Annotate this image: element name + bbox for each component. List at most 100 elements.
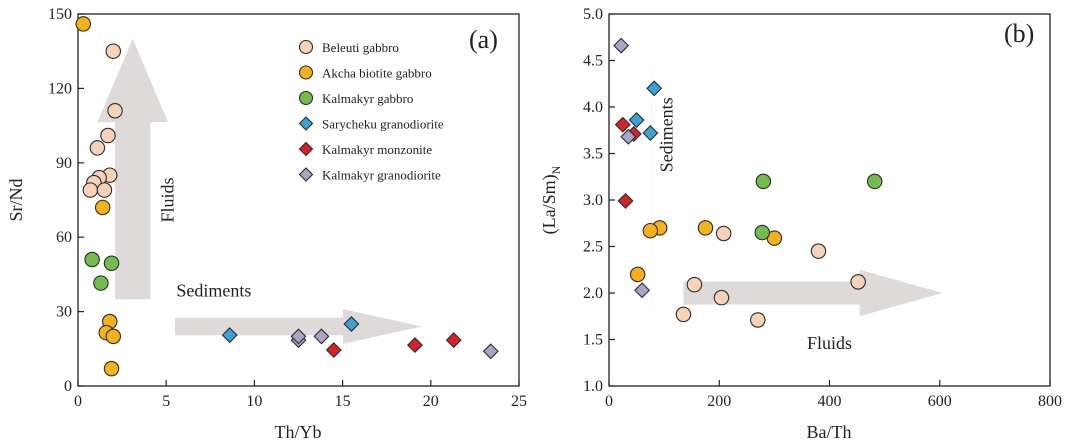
kalmakyr-granodiorite-point xyxy=(290,328,307,345)
panel-b-label: (b) xyxy=(1004,19,1034,48)
sarycheku-granodiorite-point xyxy=(642,125,659,142)
annotation-fluids: Fluids xyxy=(157,177,177,222)
panel-a-x-axis-label: Th/Yb xyxy=(275,422,322,442)
x-tick-label: 0 xyxy=(605,393,613,410)
kalmakyr-granodiorite-point xyxy=(634,282,651,299)
panel-a-arrows xyxy=(97,38,422,344)
beleuti-gabbro-point xyxy=(675,306,692,323)
legend-label-sarycheku-granodiorite: Sarycheku granodiorite xyxy=(322,117,444,132)
y-tick-label: 150 xyxy=(48,6,72,23)
trend-arrow xyxy=(683,269,943,317)
y-tick-label: 2.0 xyxy=(583,285,603,302)
kalmakyr-gabbro-point xyxy=(103,255,120,271)
x-tick-label: 10 xyxy=(246,393,262,410)
akcha-biotite-gabbro-point xyxy=(103,360,120,377)
kalmakyr-gabbro-point xyxy=(754,224,770,241)
panel-b-y-axis-label-main: (La/Sm) xyxy=(539,174,560,234)
legend-marker-akcha-biotite-gabbro xyxy=(298,65,314,80)
panel-b-y-axis-label-subscript: N xyxy=(549,165,563,174)
legend-label-kalmakyr-gabbro: Kalmakyr gabbro xyxy=(322,91,413,106)
panel-a-y-axis-label: Sr/Nd xyxy=(6,178,26,221)
sarycheku-granodiorite-point xyxy=(646,80,663,97)
akcha-biotite-gabbro-point xyxy=(105,328,122,345)
beleuti-gabbro-point xyxy=(810,243,827,259)
x-tick-label: 25 xyxy=(511,393,527,410)
beleuti-gabbro-point xyxy=(107,102,123,119)
y-tick-label: 5.0 xyxy=(583,6,603,23)
x-tick-label: 200 xyxy=(707,393,731,410)
akcha-biotite-gabbro-point xyxy=(94,199,111,216)
panel-b: 0 200 400 600 800 1.0 1.5 2.0 2.5 3.0 3.5 4.0 4.5 5.0… xyxy=(539,6,1062,442)
panel-b-frame xyxy=(608,13,1051,387)
legend-marker-kalmakyr-monzonite xyxy=(298,141,314,157)
panel-b-y-axis-label: (La/Sm)N xyxy=(539,165,563,234)
y-tick-label: 3.5 xyxy=(583,146,603,163)
beleuti-gabbro-point xyxy=(713,289,730,306)
akcha-biotite-gabbro-point xyxy=(75,16,92,32)
beleuti-gabbro-point xyxy=(715,225,732,242)
legend-marker-sarycheku-granodiorite xyxy=(298,116,314,131)
y-tick-label: 120 xyxy=(48,80,72,97)
x-tick-label: 400 xyxy=(818,393,842,410)
y-tick-label: 4.5 xyxy=(583,53,603,70)
kalmakyr-granodiorite-point xyxy=(482,343,499,360)
y-tick-label: 4.0 xyxy=(583,99,603,116)
annotation-fluids: Fluids xyxy=(807,333,852,353)
legend-label-kalmakyr-monzonite: Kalmakyr monzonite xyxy=(322,142,432,157)
panel-b-arrows xyxy=(651,51,943,317)
kalmakyr-monzonite-point xyxy=(445,332,462,349)
y-tick-label: 3.0 xyxy=(583,192,603,209)
kalmakyr-monzonite-point xyxy=(614,116,631,133)
y-tick-label: 1.0 xyxy=(583,378,603,395)
panel-b-x-axis-label: Ba/Th xyxy=(807,422,852,442)
beleuti-gabbro-point xyxy=(750,312,766,328)
kalmakyr-monzonite-point xyxy=(325,342,342,359)
x-tick-label: 600 xyxy=(928,393,952,410)
sarycheku-granodiorite-point xyxy=(221,327,238,344)
panel-a-annotations: Fluids Sediments xyxy=(157,177,251,300)
panel-a-ticks: 0 5 10 15 20 25 0 30 60 90 120 150 xyxy=(48,6,527,410)
legend-label-beleuti-gabbro: Beleuti gabbro xyxy=(322,40,399,55)
y-tick-label: 30 xyxy=(56,304,72,321)
kalmakyr-gabbro-point xyxy=(755,173,772,190)
x-tick-label: 20 xyxy=(423,393,439,410)
kalmakyr-gabbro-point xyxy=(93,275,109,291)
akcha-biotite-gabbro-point xyxy=(642,222,659,239)
legend-marker-kalmakyr-granodiorite xyxy=(298,167,314,182)
kalmakyr-monzonite-point xyxy=(617,192,634,209)
legend-marker-beleuti-gabbro xyxy=(298,39,314,55)
kalmakyr-granodiorite-point xyxy=(313,328,330,345)
panel-b-ticks: 0 200 400 600 800 1.0 1.5 2.0 2.5 3.0 3.5 4.0 4.5 5.0 xyxy=(583,6,1062,410)
sarycheku-granodiorite-point xyxy=(343,316,360,332)
beleuti-gabbro-point xyxy=(96,182,113,198)
x-tick-label: 0 xyxy=(74,393,82,410)
x-tick-label: 5 xyxy=(162,393,170,410)
legend: Beleuti gabbro Akcha biotite gabbro Kalmak… xyxy=(298,39,444,183)
annotation-sediments: Sediments xyxy=(656,97,676,172)
kalmakyr-monzonite-point xyxy=(406,337,423,354)
kalmakyr-granodiorite-point xyxy=(613,37,630,54)
kalmakyr-granodiorite-point xyxy=(620,128,637,145)
y-tick-label: 60 xyxy=(56,229,72,246)
panel-b-points xyxy=(613,37,883,328)
legend-marker-kalmakyr-gabbro xyxy=(298,90,314,106)
y-tick-label: 2.5 xyxy=(583,239,603,256)
beleuti-gabbro-point xyxy=(100,127,116,144)
akcha-biotite-gabbro-point xyxy=(697,220,714,236)
sarycheku-granodiorite-point xyxy=(628,112,645,128)
beleuti-gabbro-point xyxy=(82,182,99,198)
beleuti-gabbro-point xyxy=(105,43,122,59)
kalmakyr-gabbro-point xyxy=(866,173,883,190)
panel-a-frame xyxy=(77,13,520,387)
y-tick-label: 1.5 xyxy=(583,332,603,349)
panel-a-label: (a) xyxy=(469,25,498,54)
y-tick-label: 0 xyxy=(64,378,72,395)
beleuti-gabbro-point xyxy=(686,276,703,293)
legend-label-kalmakyr-granodiorite: Kalmakyr granodiorite xyxy=(322,168,441,183)
y-tick-label: 90 xyxy=(56,155,72,172)
akcha-biotite-gabbro-point xyxy=(629,266,646,283)
panel-a-points xyxy=(75,16,499,377)
legend-label-akcha-biotite-gabbro: Akcha biotite gabbro xyxy=(322,66,432,81)
